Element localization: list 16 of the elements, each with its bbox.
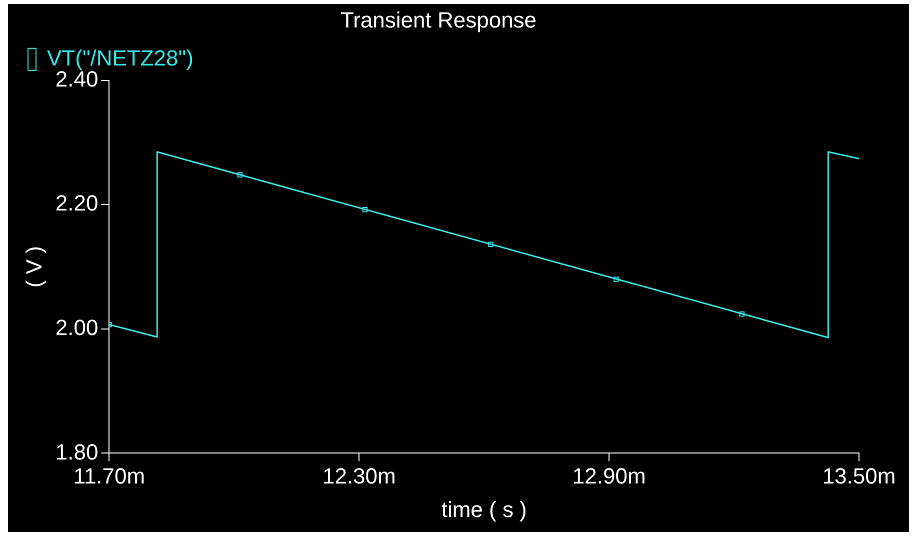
x-axis-title: time ( s ) xyxy=(441,496,527,522)
point xyxy=(614,276,619,282)
point xyxy=(362,207,368,212)
x-tick-label: 12.90m xyxy=(572,463,646,488)
x-tick-label: 13.50m xyxy=(822,463,896,488)
chart-title: Transient Response xyxy=(340,7,537,32)
y-tick-label: 2.00 xyxy=(55,314,98,340)
y-tick-label: 2.20 xyxy=(55,190,98,216)
x-tick-label: 11.70m xyxy=(73,463,146,488)
x-tick-label: 12.30m xyxy=(322,463,396,488)
point xyxy=(739,311,745,317)
y-axis-title: ( V ) xyxy=(21,246,46,288)
legend-label: VT("/NETZ28") xyxy=(47,45,194,70)
y-tick-label: 1.80 xyxy=(55,439,98,464)
point xyxy=(237,172,243,178)
point xyxy=(488,242,494,248)
